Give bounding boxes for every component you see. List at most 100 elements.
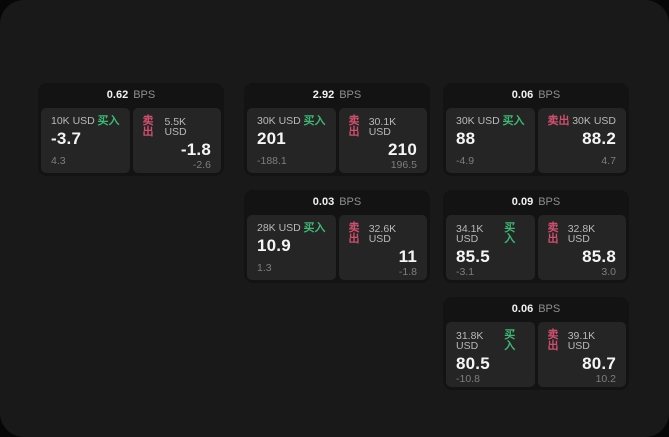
buy-side-label: 买入 xyxy=(303,115,326,127)
sell-labels-row: 卖出 30K USD xyxy=(548,116,617,127)
sell-delta: -1.8 xyxy=(398,265,417,278)
buy-panel[interactable]: 34.1K USD 买入 85.5 -3.1 xyxy=(446,215,535,280)
sell-amount: 32.8K USD xyxy=(567,222,596,245)
card-body: 30K USD 买入 201 -188.1 卖出 30.1K USD 210 1… xyxy=(247,108,427,173)
buy-price: 88 xyxy=(456,129,476,148)
sell-price: 80.7 xyxy=(582,354,616,373)
card-body: 31.8K USD 买入 80.5 -10.8 卖出 39.1K USD 80.… xyxy=(446,322,626,387)
bps-unit-label: BPS xyxy=(339,89,362,101)
sell-amount: 30K USD xyxy=(572,115,616,128)
buy-labels-row: 34.1K USD 买入 xyxy=(456,223,525,245)
sell-side-label: 卖出 xyxy=(547,115,570,127)
card-body: 28K USD 买入 10.9 1.3 卖出 32.6K USD 11 -1.8 xyxy=(247,215,427,280)
card-header: 0.06 BPS xyxy=(446,83,626,108)
sell-price: 85.8 xyxy=(582,247,616,266)
buy-price: 201 xyxy=(257,129,286,148)
sell-labels-row: 卖出 32.8K USD xyxy=(548,223,617,245)
sell-amount: 30.1K USD xyxy=(368,115,397,138)
buy-delta: -188.1 xyxy=(257,154,287,167)
bps-unit-label: BPS xyxy=(538,89,561,101)
bps-value: 2.92 xyxy=(312,89,335,101)
sell-labels-row: 卖出 5.5K USD xyxy=(143,116,212,138)
buy-price: 80.5 xyxy=(456,354,490,373)
sell-price: 88.2 xyxy=(582,129,616,148)
sell-panel[interactable]: 卖出 32.6K USD 11 -1.8 xyxy=(338,215,427,280)
buy-price: -3.7 xyxy=(51,129,82,148)
buy-side-label: 买入 xyxy=(97,115,120,127)
sell-delta: 196.5 xyxy=(390,158,417,171)
sell-delta: 3.0 xyxy=(601,265,616,278)
buy-side-label: 买入 xyxy=(303,222,326,234)
bps-value: 0.03 xyxy=(312,196,335,208)
buy-labels-row: 10K USD 买入 xyxy=(51,116,120,127)
buy-labels-row: 30K USD 买入 xyxy=(257,116,326,127)
quote-card-4: 0.03 BPS 28K USD 买入 10.9 1.3 卖出 32.6K US… xyxy=(244,190,430,283)
buy-side-label: 买入 xyxy=(504,329,516,352)
card-body: 34.1K USD 买入 85.5 -3.1 卖出 32.8K USD 85.8… xyxy=(446,215,626,280)
sell-side-label: 卖出 xyxy=(142,115,154,138)
sell-side-label: 卖出 xyxy=(348,115,360,138)
card-header: 0.03 BPS xyxy=(247,190,427,215)
card-header: 0.06 BPS xyxy=(446,297,626,322)
buy-amount: 31.8K USD xyxy=(456,329,484,352)
buy-delta: -10.8 xyxy=(456,372,480,385)
card-header: 0.09 BPS xyxy=(446,190,626,215)
sell-price: -1.8 xyxy=(180,140,211,159)
sell-panel[interactable]: 卖出 30K USD 88.2 4.7 xyxy=(537,108,626,173)
buy-amount: 30K USD xyxy=(456,115,500,128)
buy-delta: -3.1 xyxy=(456,265,475,278)
buy-amount: 28K USD xyxy=(257,222,301,235)
card-header: 0.62 BPS xyxy=(41,83,221,108)
bps-unit-label: BPS xyxy=(538,196,561,208)
buy-amount: 34.1K USD xyxy=(456,222,484,245)
bps-value: 0.09 xyxy=(511,196,534,208)
buy-delta: 1.3 xyxy=(257,261,272,274)
sell-labels-row: 卖出 39.1K USD xyxy=(548,330,617,352)
sell-delta: 10.2 xyxy=(595,372,616,385)
buy-side-label: 买入 xyxy=(504,222,516,245)
quote-card-1: 0.62 BPS 10K USD 买入 -3.7 4.3 卖出 5.5K USD… xyxy=(38,83,224,176)
card-body: 30K USD 买入 88 -4.9 卖出 30K USD 88.2 4.7 xyxy=(446,108,626,173)
buy-side-label: 买入 xyxy=(502,115,525,127)
bps-unit-label: BPS xyxy=(339,196,362,208)
sell-side-label: 卖出 xyxy=(348,222,360,245)
card-body: 10K USD 买入 -3.7 4.3 卖出 5.5K USD -1.8 -2.… xyxy=(41,108,221,173)
quote-card-6: 0.06 BPS 31.8K USD 买入 80.5 -10.8 卖出 39.1… xyxy=(443,297,629,390)
sell-price: 210 xyxy=(388,140,417,159)
buy-amount: 30K USD xyxy=(257,115,301,128)
buy-panel[interactable]: 28K USD 买入 10.9 1.3 xyxy=(247,215,336,280)
sell-side-label: 卖出 xyxy=(547,329,559,352)
buy-labels-row: 31.8K USD 买入 xyxy=(456,330,525,352)
bps-value: 0.06 xyxy=(511,89,534,101)
bps-unit-label: BPS xyxy=(133,89,156,101)
sell-panel[interactable]: 卖出 30.1K USD 210 196.5 xyxy=(338,108,427,173)
sell-amount: 39.1K USD xyxy=(567,329,596,352)
bps-value: 0.62 xyxy=(106,89,129,101)
buy-panel[interactable]: 10K USD 买入 -3.7 4.3 xyxy=(41,108,130,173)
bps-unit-label: BPS xyxy=(538,303,561,315)
sell-price: 11 xyxy=(398,247,417,266)
buy-panel[interactable]: 30K USD 买入 88 -4.9 xyxy=(446,108,535,173)
sell-amount: 32.6K USD xyxy=(368,222,397,245)
bps-value: 0.06 xyxy=(511,303,534,315)
quote-card-3: 0.06 BPS 30K USD 买入 88 -4.9 卖出 30K USD 8… xyxy=(443,83,629,176)
quote-card-2: 2.92 BPS 30K USD 买入 201 -188.1 卖出 30.1K … xyxy=(244,83,430,176)
sell-labels-row: 卖出 32.6K USD xyxy=(349,223,418,245)
card-header: 2.92 BPS xyxy=(247,83,427,108)
sell-delta: -2.6 xyxy=(192,158,211,171)
buy-panel[interactable]: 30K USD 买入 201 -188.1 xyxy=(247,108,336,173)
buy-labels-row: 28K USD 买入 xyxy=(257,223,326,234)
sell-panel[interactable]: 卖出 5.5K USD -1.8 -2.6 xyxy=(132,108,221,173)
sell-labels-row: 卖出 30.1K USD xyxy=(349,116,418,138)
sell-panel[interactable]: 卖出 39.1K USD 80.7 10.2 xyxy=(537,322,626,387)
buy-panel[interactable]: 31.8K USD 买入 80.5 -10.8 xyxy=(446,322,535,387)
sell-delta: 4.7 xyxy=(601,154,616,167)
sell-side-label: 卖出 xyxy=(547,222,559,245)
sell-panel[interactable]: 卖出 32.8K USD 85.8 3.0 xyxy=(537,215,626,280)
buy-price: 85.5 xyxy=(456,247,490,266)
buy-delta: 4.3 xyxy=(51,154,66,167)
buy-delta: -4.9 xyxy=(456,154,475,167)
buy-amount: 10K USD xyxy=(51,115,95,128)
buy-labels-row: 30K USD 买入 xyxy=(456,116,525,127)
